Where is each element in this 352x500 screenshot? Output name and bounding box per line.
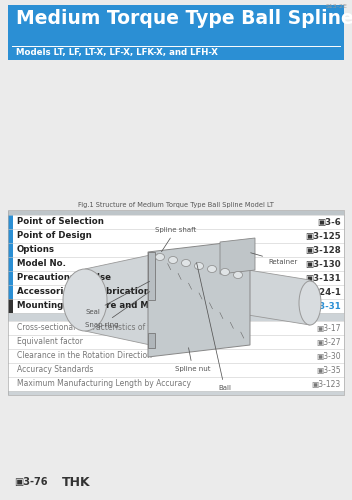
Bar xyxy=(8,243,13,257)
Polygon shape xyxy=(220,238,255,274)
Ellipse shape xyxy=(207,266,216,272)
Text: Models LT, LF, LT-X, LF-X, LFK-X, and LFH-X: Models LT, LF, LT-X, LF-X, LFK-X, and LF… xyxy=(16,48,218,58)
Bar xyxy=(8,303,344,395)
Text: Accuracy Standards: Accuracy Standards xyxy=(17,366,93,374)
Text: ▣3-130: ▣3-130 xyxy=(306,260,341,268)
Bar xyxy=(8,285,13,299)
Bar xyxy=(148,333,155,348)
Ellipse shape xyxy=(220,268,230,276)
Ellipse shape xyxy=(182,260,190,266)
Ellipse shape xyxy=(169,256,177,264)
Ellipse shape xyxy=(195,262,203,270)
Ellipse shape xyxy=(156,254,164,260)
Ellipse shape xyxy=(233,272,243,278)
Text: ▣3-123: ▣3-123 xyxy=(312,380,341,388)
Text: Maximum Manufacturing Length by Accuracy: Maximum Manufacturing Length by Accuracy xyxy=(17,380,191,388)
Bar xyxy=(8,229,344,243)
Text: Mounting Procedure and Maintenance: Mounting Procedure and Maintenance xyxy=(17,302,203,310)
Bar xyxy=(8,271,344,285)
Polygon shape xyxy=(148,240,250,357)
Bar xyxy=(8,335,344,349)
Bar xyxy=(8,211,344,303)
Text: Ball: Ball xyxy=(197,262,231,391)
Text: ▣3-31: ▣3-31 xyxy=(311,302,341,310)
Text: Medium Torque Type Ball Spline: Medium Torque Type Ball Spline xyxy=(16,10,352,29)
Text: ▣3-27: ▣3-27 xyxy=(316,338,341,346)
Bar xyxy=(8,285,344,299)
Bar xyxy=(8,321,344,335)
Bar xyxy=(8,210,344,395)
Text: Cross-sectional Characteristics of the Spline Shaft: Cross-sectional Characteristics of the S… xyxy=(17,324,209,332)
Bar xyxy=(8,271,13,285)
Text: Snap ring: Snap ring xyxy=(85,292,150,328)
Polygon shape xyxy=(85,254,155,346)
Bar xyxy=(8,5,344,60)
Bar xyxy=(148,252,155,300)
Bar xyxy=(8,215,13,229)
Text: Point of Design: Point of Design xyxy=(17,232,92,240)
Text: ▣3-17: ▣3-17 xyxy=(316,324,341,332)
Bar xyxy=(8,215,344,229)
Bar xyxy=(8,215,344,395)
Text: Accessories for Lubrication: Accessories for Lubrication xyxy=(17,288,150,296)
Text: ▣3-30: ▣3-30 xyxy=(316,352,341,360)
Text: ▣3-35: ▣3-35 xyxy=(316,366,341,374)
Bar xyxy=(8,243,344,257)
Text: Fig.1 Structure of Medium Torque Type Ball Spline Model LT: Fig.1 Structure of Medium Torque Type Ba… xyxy=(78,202,274,208)
Text: ▣3-76: ▣3-76 xyxy=(14,477,48,487)
Text: Spline shaft: Spline shaft xyxy=(155,227,196,252)
Text: Spline nut: Spline nut xyxy=(175,348,210,372)
Text: Clearance in the Rotation Direction: Clearance in the Rotation Direction xyxy=(17,352,152,360)
Text: Seal: Seal xyxy=(85,282,150,315)
Bar xyxy=(8,377,344,391)
Text: ▣3-131: ▣3-131 xyxy=(305,274,341,282)
Bar xyxy=(8,229,13,243)
Ellipse shape xyxy=(299,281,321,325)
Polygon shape xyxy=(248,270,310,325)
Text: ▣3-6: ▣3-6 xyxy=(317,218,341,226)
Text: Point of Selection: Point of Selection xyxy=(17,218,104,226)
Bar xyxy=(8,349,344,363)
Bar xyxy=(8,363,344,377)
Text: Retainer: Retainer xyxy=(251,253,297,265)
Text: ▣3-128: ▣3-128 xyxy=(305,246,341,254)
Text: ▣24-1: ▣24-1 xyxy=(311,288,341,296)
Bar xyxy=(8,299,13,313)
Text: THK: THK xyxy=(62,476,90,488)
Ellipse shape xyxy=(63,269,107,331)
Text: ▣3-125: ▣3-125 xyxy=(306,232,341,240)
Bar xyxy=(8,257,13,271)
Text: S13-2E: S13-2E xyxy=(326,4,348,9)
Text: Precautions on Use: Precautions on Use xyxy=(17,274,111,282)
Text: Equivalent factor: Equivalent factor xyxy=(17,338,83,346)
Bar xyxy=(8,257,344,271)
Text: Options: Options xyxy=(17,246,55,254)
Bar xyxy=(8,299,344,313)
Text: Model No.: Model No. xyxy=(17,260,66,268)
